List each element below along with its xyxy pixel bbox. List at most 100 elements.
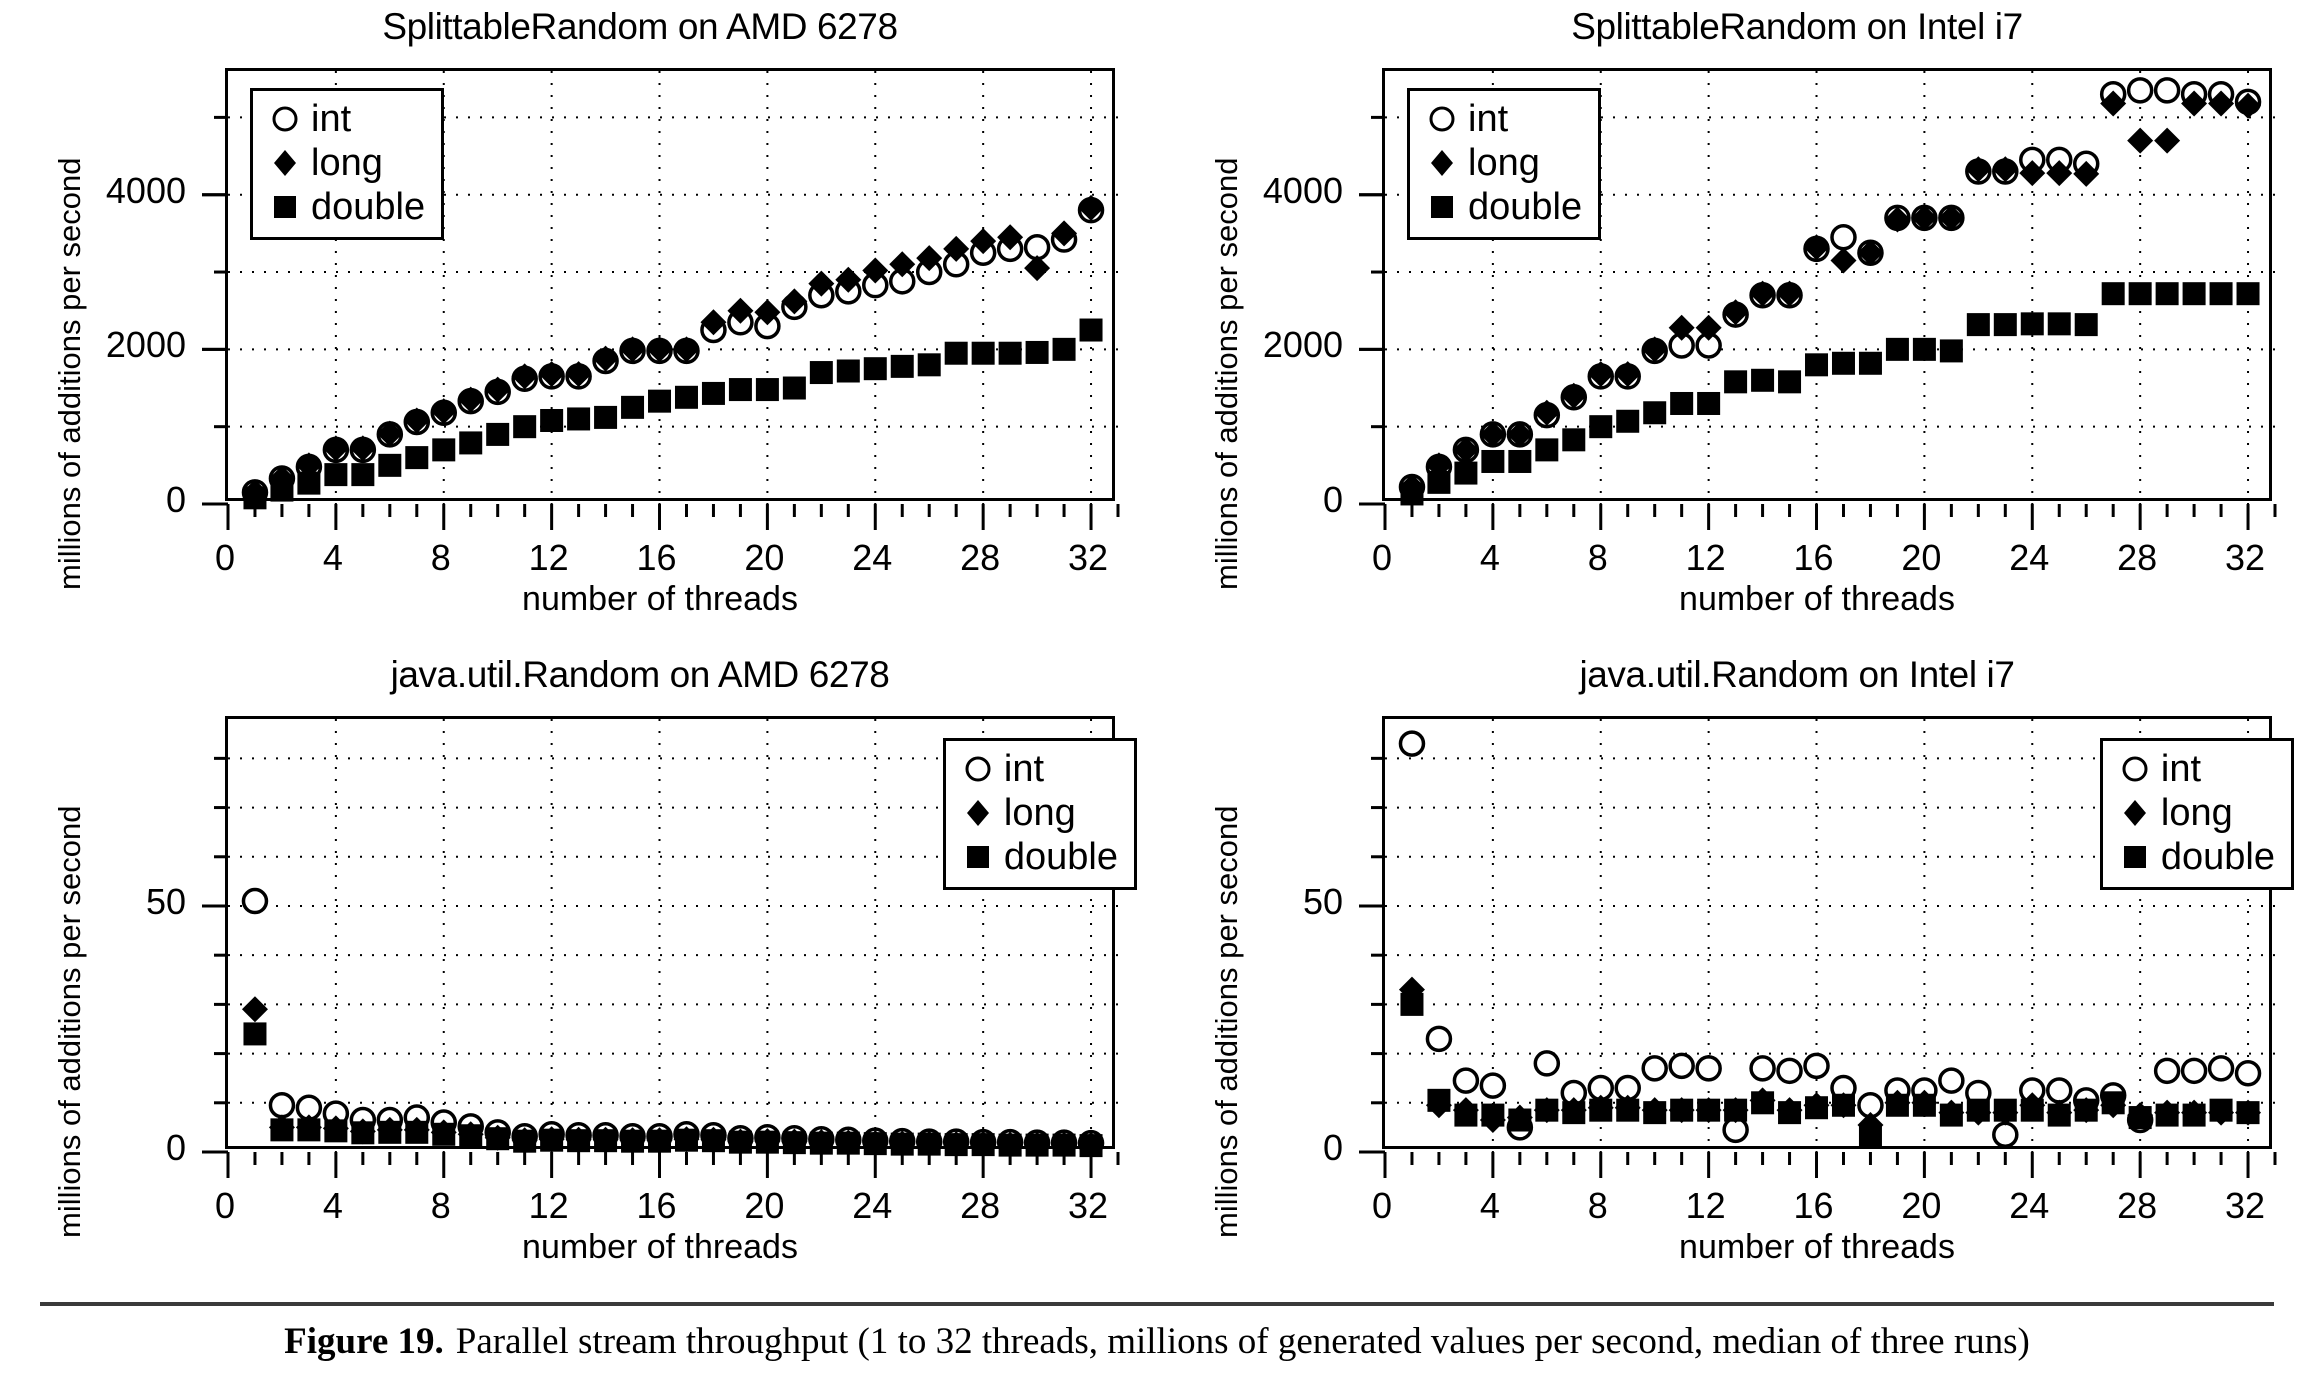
x-tick-label: 12 [1685,537,1726,578]
legend-label: int [1003,748,1045,790]
x-tick-label: 16 [636,537,677,578]
data-point [1830,223,1857,251]
plot-area[interactable] [202,68,1120,530]
legend-label: long [1468,142,1540,184]
filled-square-icon [958,842,998,872]
data-point [1751,368,1775,392]
x-tick-label: 8 [1587,537,1608,578]
legend-item-long: long [1422,141,1582,185]
data-point [1643,401,1667,425]
panel-title: java.util.Random on AMD 6278 [390,654,890,695]
data-point [2047,312,2071,336]
x-tick-label: 24 [852,1185,893,1226]
data-point [2209,1098,2233,1122]
x-tick-label: 4 [1479,537,1500,578]
data-point [430,398,457,425]
data-point [1857,239,1884,266]
data-point [378,453,402,477]
data-point [241,887,269,915]
legend-label: int [2160,748,2202,790]
data-point [998,341,1022,365]
data-point [1722,299,1749,326]
plot-canvas [202,719,1120,1178]
y-tick-label: 0 [165,479,186,520]
data-point [594,1129,618,1153]
y-tick-label: 50 [145,880,186,922]
data-point [1778,370,1802,394]
x-tick-label: 24 [2009,537,2050,578]
panel-title: java.util.Random on Intel i7 [1579,654,2015,695]
x-tick-label: 12 [1685,1185,1726,1226]
data-point [673,336,700,363]
filled-diamond-icon [2115,798,2155,828]
data-point [1858,1125,1882,1149]
legend-item-double: double [2115,835,2275,879]
y-tick-label: 50 [1302,880,1343,922]
x-tick-label: 12 [528,1185,569,1226]
data-point [403,407,430,434]
data-point [565,361,592,388]
data-point [594,405,618,429]
data-point [728,378,752,402]
plot-canvas [1359,71,2277,530]
data-point [1939,1103,1963,1127]
data-point [648,389,672,413]
data-point [2235,92,2262,119]
data-point [1697,1098,1721,1122]
x-tick-label: 4 [322,537,343,578]
open-circle-icon [958,754,998,784]
x-tick-label: 32 [2224,537,2266,578]
data-point [1695,314,1722,341]
data-point [2127,127,2154,154]
data-point [486,422,510,446]
data-point [2073,160,2100,187]
data-point [781,288,808,315]
x-tick-label: 4 [1479,1185,1500,1226]
data-point [701,381,725,405]
data-point [432,1122,456,1146]
caption-divider [40,1302,2274,1306]
data-point [432,438,456,462]
data-point [2074,1098,2098,1122]
data-point [540,1128,564,1152]
data-point [1912,1093,1936,1117]
data-point [1858,351,1882,375]
x-axis-label: number of threads [1679,1228,1955,1266]
legend: int long double [1407,88,1602,240]
x-tick-label: 32 [2224,1185,2266,1226]
data-point [1668,1052,1695,1080]
data-point [1400,482,1424,506]
data-point [1885,1093,1909,1117]
series-double [243,318,1103,510]
y-axis-label: millions of additions per second [1209,157,1244,590]
panel-splittablerandom-intel: SplittableRandom on Intel i7 millions of… [1157,0,2314,648]
legend-label: double [1468,186,1583,228]
data-point [1670,391,1694,415]
data-point [2180,1057,2208,1085]
data-point [322,435,349,462]
plot-area[interactable] [202,716,1120,1178]
data-point [701,1129,725,1153]
data-point [944,1133,968,1157]
y-tick-label: 0 [1322,479,1343,520]
data-point [567,407,591,431]
y-axis-label: millions of additions per second [52,157,87,590]
plot-area[interactable] [1359,68,2277,530]
data-point [592,345,619,372]
data-point [835,266,862,293]
data-point [809,361,833,385]
x-tick-label: 24 [852,537,893,578]
data-point [1506,421,1533,448]
data-point [2100,90,2127,117]
filled-square-icon [2115,842,2155,872]
data-point [1535,438,1559,462]
data-point [324,463,348,487]
data-point [2236,1101,2260,1125]
data-point [863,1132,887,1156]
x-tick-label: 16 [1793,1185,1834,1226]
data-point [1533,399,1560,426]
data-point [1481,449,1505,473]
data-point [1885,337,1909,361]
data-point [809,1131,833,1155]
data-point [1697,391,1721,415]
